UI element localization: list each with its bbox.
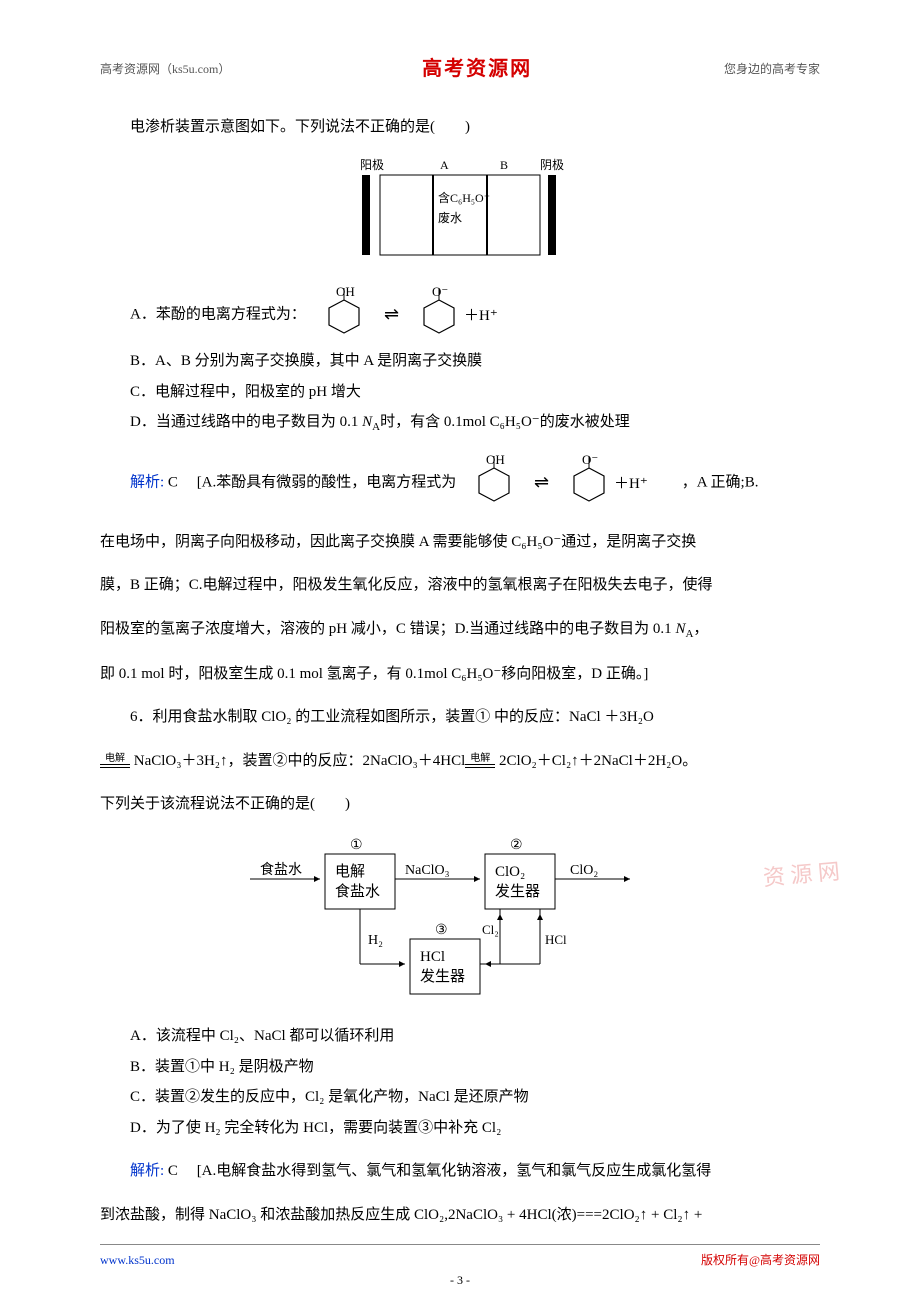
q6-stem-line3: 下列关于该流程说法不正确的是( ) (100, 790, 820, 819)
phenol-eq-a: OH ⇌ O⁻ ＋H⁺ (314, 285, 524, 345)
anode-label: 阳极 (360, 158, 384, 172)
svg-text:HCl: HCl (545, 932, 567, 947)
q5-answer-letter: C (168, 474, 178, 490)
q6-option-d: D．为了使 H₂ 完全转化为 HCl，需要向装置③中补充 Cl₂ (100, 1114, 820, 1143)
svg-text:发生器: 发生器 (495, 883, 540, 900)
intro-line: 电渗析装置示意图如下。下列说法不正确的是( ) (100, 113, 820, 142)
svg-text:食盐水: 食盐水 (335, 883, 380, 900)
svg-text:OH: OH (486, 453, 505, 467)
cathode-label: 阴极 (540, 158, 564, 172)
electrolysis-arrow-1: 电解 (100, 754, 130, 769)
header-right: 您身边的高考专家 (724, 58, 820, 81)
electrodialysis-diagram: 阳极 A B 阴极 含C₆H₅O⁻ 废水 (100, 157, 820, 278)
q5-answer-line1: 解析: C [A.苯酚具有微弱的酸性，电离方程式为 OH ⇌ O⁻ ＋H⁺ ，A… (100, 453, 820, 513)
flow-diagram: 食盐水 ① 电解 食盐水 NaClO₃ ② ClO₂ 发生器 ClO₂ H₂ ③… (100, 834, 820, 1015)
svg-text:⇌: ⇌ (384, 304, 399, 324)
flow-svg: 食盐水 ① 电解 食盐水 NaClO₃ ② ClO₂ 发生器 ClO₂ H₂ ③… (240, 834, 680, 1004)
svg-text:O⁻: O⁻ (432, 285, 448, 299)
membrane-a-label: A (440, 158, 449, 172)
watermark: 资 源 网 (761, 851, 841, 899)
electrodialysis-svg: 阳极 A B 阴极 含C₆H₅O⁻ 废水 (330, 157, 590, 267)
q6-answer-line2: 到浓盐酸，制得 NaClO₃ 和浓盐酸加热反应生成 ClO₂,2NaClO₃ +… (100, 1201, 820, 1230)
svg-text:发生器: 发生器 (420, 968, 465, 985)
electrolysis-arrow-2: 电解 (465, 754, 495, 769)
svg-text:Cl₂: Cl₂ (482, 922, 499, 937)
q5-answer-line2: 在电场中，阴离子向阳极移动，因此离子交换膜 A 需要能够使 C₆H₅O⁻通过，是… (100, 528, 820, 557)
svg-text:食盐水: 食盐水 (260, 861, 302, 878)
q6-stem-line2: 电解 NaClO₃＋3H₂↑，装置②中的反应：2NaClO₃＋4HCl电解 2C… (100, 747, 820, 776)
svg-text:＋H⁺: ＋H⁺ (614, 476, 648, 492)
q6-option-a: A．该流程中 Cl₂、NaCl 都可以循环利用 (100, 1022, 820, 1051)
page-footer: www.ks5u.com 版权所有@高考资源网 (100, 1244, 820, 1272)
q6-answer-line1: 解析: C [A.电解食盐水得到氢气、氯气和氢氧化钠溶液，氢气和氯气反应生成氯化… (100, 1157, 820, 1186)
header-left: 高考资源网（ks5u.com） (100, 58, 230, 81)
svg-text:②: ② (510, 838, 523, 853)
svg-text:ClO₂: ClO₂ (570, 863, 598, 878)
q6-answer-letter: C (168, 1163, 178, 1179)
q5-opt-a-prefix: A．苯酚的电离方程式为： (130, 306, 306, 322)
membrane-b-label: B (500, 158, 508, 172)
svg-text:⇌: ⇌ (534, 472, 549, 492)
q5-answer-line5: 即 0.1 mol 时，阳极室生成 0.1 mol 氢离子，有 0.1mol C… (100, 660, 820, 689)
page-number: - 3 - (0, 1269, 920, 1292)
svg-text:OH: OH (336, 285, 355, 299)
svg-text:O⁻: O⁻ (582, 453, 598, 467)
svg-text:NaClO₃: NaClO₃ (405, 863, 450, 878)
center-text1: 含C₆H₅O⁻ (438, 190, 490, 205)
svg-text:①: ① (350, 838, 363, 853)
q5-option-a: A．苯酚的电离方程式为： OH ⇌ O⁻ ＋H⁺ (100, 285, 820, 345)
header-center: 高考资源网 (422, 50, 532, 88)
answer-label: 解析: (130, 474, 164, 490)
q6-option-b: B．装置①中 H₂ 是阴极产物 (100, 1053, 820, 1082)
center-text2: 废水 (438, 210, 462, 225)
q5-option-c: C．电解过程中，阳极室的 pH 增大 (100, 378, 820, 407)
page-header: 高考资源网（ks5u.com） 高考资源网 您身边的高考专家 (100, 50, 820, 88)
svg-text:③: ③ (435, 923, 448, 938)
svg-text:HCl: HCl (420, 949, 445, 965)
svg-text:H₂: H₂ (368, 933, 383, 948)
q6-stem-line1: 6．利用食盐水制取 ClO₂ 的工业流程如图所示，装置① 中的反应：NaCl ＋… (100, 703, 820, 732)
q5-option-b: B．A、B 分别为离子交换膜，其中 A 是阴离子交换膜 (100, 347, 820, 376)
q5-answer-line3: 膜，B 正确；C.电解过程中，阳极发生氧化反应，溶液中的氢氧根离子在阳极失去电子… (100, 571, 820, 600)
q5-answer-line4: 阳极室的氢离子浓度增大，溶液的 pH 减小，C 错误；D.当通过线路中的电子数目… (100, 615, 820, 645)
answer-label-2: 解析: (130, 1163, 164, 1179)
svg-text:电解: 电解 (335, 863, 365, 880)
svg-text:＋H⁺: ＋H⁺ (464, 308, 498, 324)
q5-option-d: D．当通过线路中的电子数目为 0.1 NA时，有含 0.1mol C₆H₅O⁻的… (100, 408, 820, 438)
q6-option-c: C．装置②发生的反应中，Cl₂ 是氧化产物，NaCl 是还原产物 (100, 1083, 820, 1112)
phenol-eq-answer: OH ⇌ O⁻ ＋H⁺ (464, 453, 674, 513)
svg-text:ClO₂: ClO₂ (495, 864, 525, 880)
